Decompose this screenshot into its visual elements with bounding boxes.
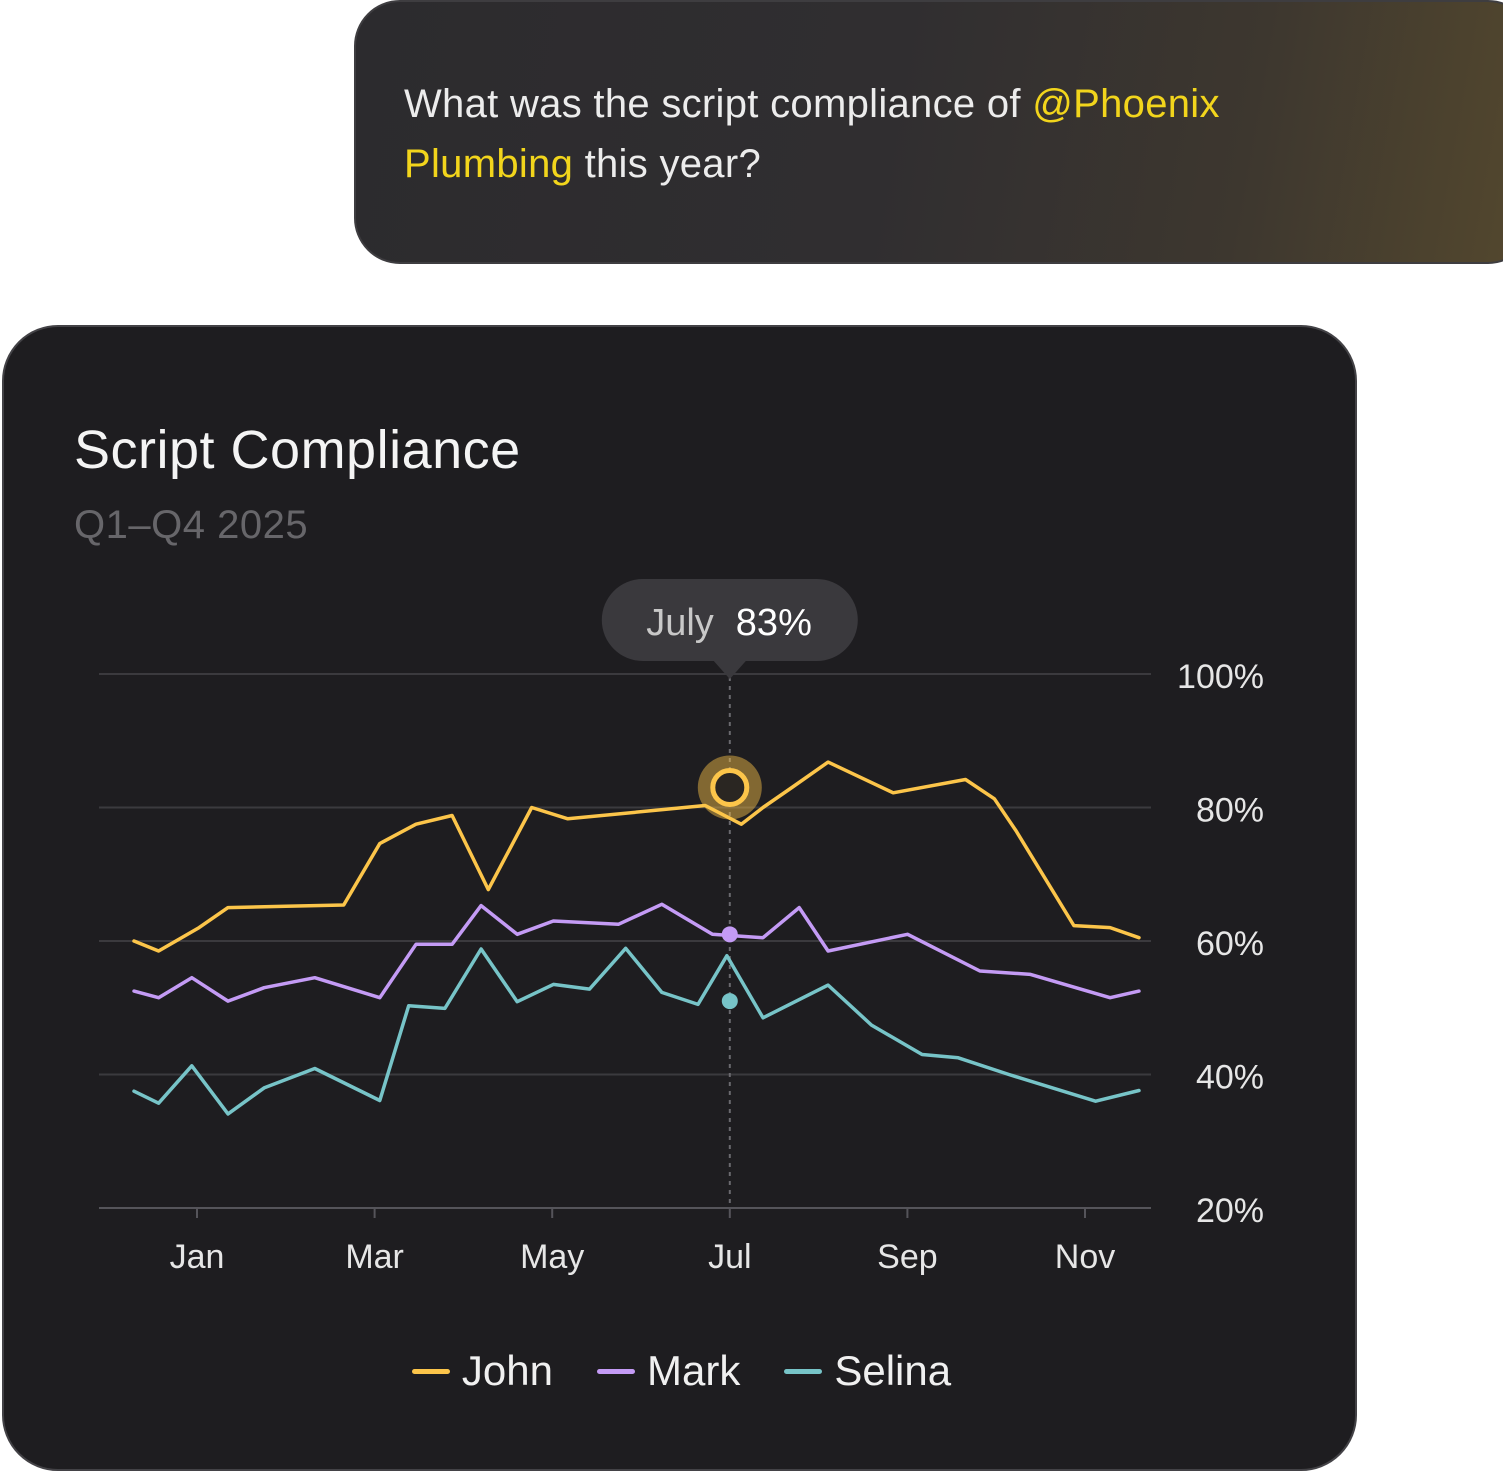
legend-swatch [784, 1368, 823, 1374]
series-line-mark[interactable] [132, 902, 1141, 1003]
highlight-point-mark[interactable] [721, 926, 738, 943]
chart-card: Script Compliance Q1–Q4 2025 100% 80% 60% 4… [2, 325, 1357, 1471]
chart-title: Script Compliance [74, 420, 521, 480]
chat-message: What was the script compliance of @Phoen… [404, 74, 1364, 194]
y-tick-label: 20% [1196, 1192, 1264, 1230]
x-tick-label: Mar [345, 1238, 404, 1276]
x-tick-label: Jan [170, 1238, 225, 1276]
tooltip-pointer [713, 661, 746, 679]
chat-mention[interactable]: @Phoenix Plumbing [404, 82, 1220, 186]
legend-item-john[interactable]: John [411, 1347, 553, 1395]
legend-swatch [411, 1368, 450, 1374]
chart-subtitle: Q1–Q4 2025 [74, 503, 309, 547]
chart-legend: John Mark Selina [4, 1347, 1359, 1395]
highlight-point-selina[interactable] [721, 993, 738, 1010]
series-line-john[interactable] [132, 760, 1141, 953]
legend-item-mark[interactable]: Mark [596, 1347, 741, 1395]
legend-swatch [596, 1368, 635, 1374]
tooltip-box [601, 579, 858, 661]
tooltip-value: 83% [736, 602, 812, 644]
x-tick-label: Nov [1055, 1238, 1115, 1276]
line-chart[interactable]: 100% 80% 60% 40% 20% Jan Mar May Jul Sep Nov July 83… [4, 327, 1359, 1473]
legend-label: John [461, 1347, 553, 1394]
x-tick-label: May [520, 1238, 584, 1276]
chat-text-before: What was the script compliance of [404, 82, 1033, 126]
y-tick-label: 40% [1196, 1059, 1264, 1097]
chat-bubble: What was the script compliance of @Phoen… [354, 0, 1503, 264]
x-tick-label: Jul [708, 1238, 751, 1276]
highlight-point-john[interactable] [710, 767, 750, 807]
legend-label: Mark [646, 1347, 741, 1394]
chat-text-after: this year? [573, 142, 762, 186]
x-tick-label: Sep [877, 1238, 938, 1276]
legend-item-selina[interactable]: Selina [784, 1347, 951, 1395]
series-line-selina[interactable] [132, 946, 1141, 1116]
legend-label: Selina [834, 1347, 952, 1394]
y-tick-label: 60% [1196, 925, 1264, 963]
y-tick-label: 80% [1196, 792, 1264, 830]
y-tick-label: 100% [1177, 658, 1264, 696]
tooltip-label: July [646, 602, 714, 644]
